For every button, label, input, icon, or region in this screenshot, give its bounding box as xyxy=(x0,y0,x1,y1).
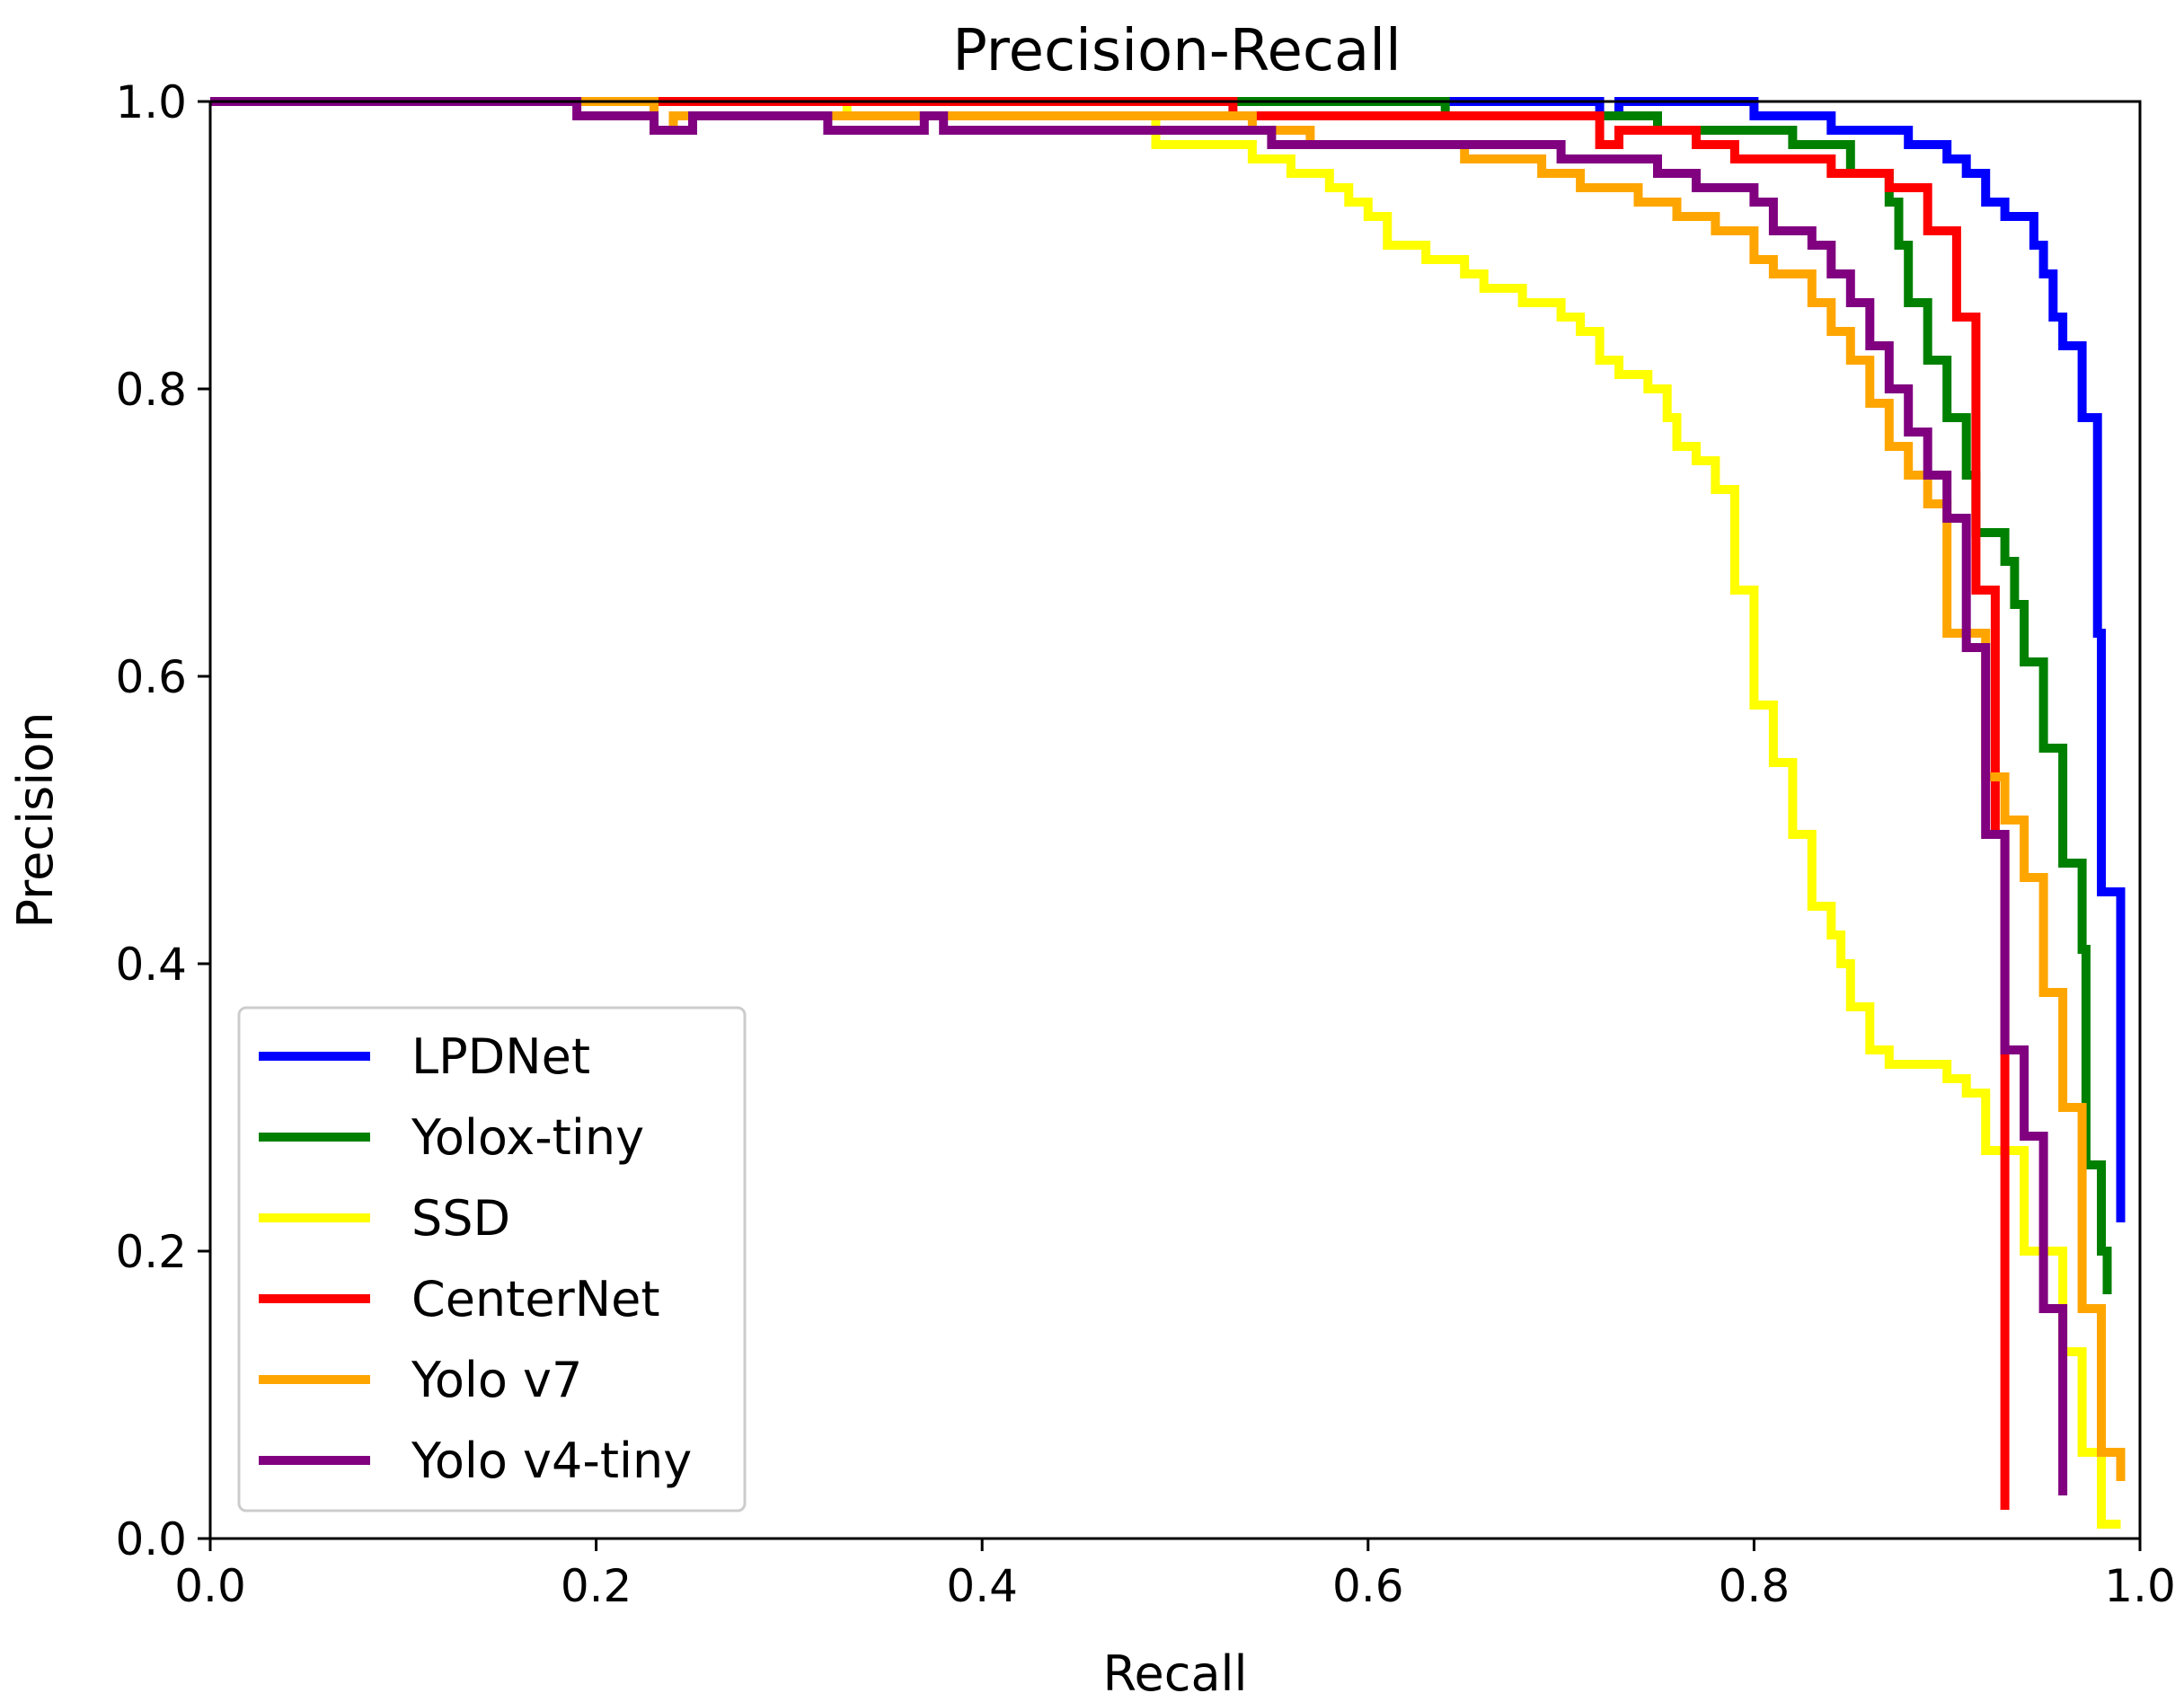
y-tick-label: 0.8 xyxy=(115,364,187,416)
series-line-lpdnet xyxy=(210,97,2126,1222)
series-line-centernet xyxy=(210,97,2010,1510)
series-line-yolo-v4-tiny xyxy=(210,97,2068,1495)
x-axis-label: Recall xyxy=(1102,1645,1247,1702)
y-tick-label: 0.6 xyxy=(115,651,187,703)
series-layer xyxy=(210,97,2126,1529)
chart-title: Precision-Recall xyxy=(952,18,1401,84)
legend-label-yolox-tiny: Yolox-tiny xyxy=(411,1109,644,1166)
legend-label-lpdnet: LPDNet xyxy=(411,1028,590,1085)
x-tick-label: 0.4 xyxy=(946,1560,1018,1612)
x-axis-ticks: 0.0 0.2 0.4 0.6 0.8 1.0 xyxy=(174,1539,2176,1612)
series-line-yolo-v7 xyxy=(210,97,2126,1481)
series-line-yolox-tiny xyxy=(210,97,2112,1294)
series-line-ssd xyxy=(210,97,2121,1529)
legend-label-yolo-v4-tiny: Yolo v4-tiny xyxy=(411,1433,692,1489)
x-tick-label: 0.6 xyxy=(1332,1560,1404,1612)
legend-label-ssd: SSD xyxy=(411,1190,510,1247)
y-axis-ticks: 0.0 0.2 0.4 0.6 0.8 1.0 xyxy=(115,76,210,1565)
y-axis-label: Precision xyxy=(7,712,64,929)
y-tick-label: 0.0 xyxy=(115,1513,187,1565)
plot-frame xyxy=(208,100,2142,1540)
x-tick-label: 0.2 xyxy=(561,1560,632,1612)
x-tick-label: 1.0 xyxy=(2104,1560,2176,1612)
legend: LPDNet Yolox-tiny SSD CenterNet Yolo v7 Yolo … xyxy=(237,1006,747,1512)
legend-label-yolo-v7: Yolo v7 xyxy=(411,1352,582,1408)
y-tick-label: 1.0 xyxy=(115,76,187,128)
legend-label-centernet: CenterNet xyxy=(411,1271,660,1327)
x-tick-label: 0.8 xyxy=(1719,1560,1791,1612)
y-tick-label: 0.4 xyxy=(115,939,187,991)
x-tick-label: 0.0 xyxy=(174,1560,246,1612)
y-tick-label: 0.2 xyxy=(115,1226,187,1278)
